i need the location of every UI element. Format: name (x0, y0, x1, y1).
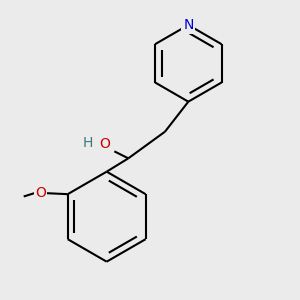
Text: O: O (35, 186, 46, 200)
Text: O: O (100, 137, 110, 151)
Text: N: N (183, 18, 194, 32)
Text: H: H (83, 136, 93, 150)
